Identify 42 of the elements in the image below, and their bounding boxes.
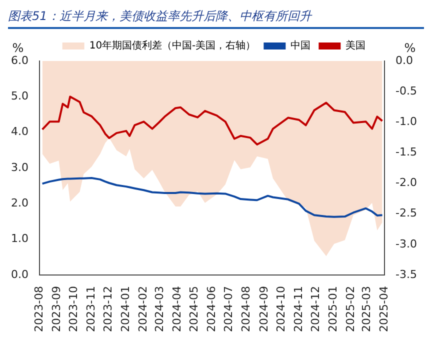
y2-axis-title: %	[404, 41, 416, 56]
x-tick-label: 2024-08	[240, 286, 253, 332]
x-tick-label: 2024-03	[153, 286, 166, 332]
y-axis-title: %	[12, 41, 24, 56]
x-tick-label: 2023-12	[101, 286, 114, 332]
x-tick-label: 2024-06	[205, 286, 218, 332]
x-tick-label: 2024-02	[136, 286, 150, 332]
x-tick-label: 2024-07	[222, 286, 236, 332]
y-tick-label: 0.0	[10, 268, 28, 281]
y-tick-label: 2.0	[10, 196, 28, 210]
x-tick-label: 2024-05	[188, 286, 201, 332]
x-tick-label: 2023-10	[66, 286, 80, 332]
x-tick-label: 2024-11	[292, 286, 305, 332]
legend-label: 中国	[290, 40, 311, 52]
x-tick-label: 2024-01	[119, 286, 132, 332]
x-tick-label: 2024-09	[257, 286, 270, 332]
x-tick-label: 2023-08	[32, 286, 46, 332]
y2-tick-label: -2.0	[396, 176, 418, 190]
x-tick-label: 2023-09	[50, 286, 63, 332]
x-tick-label: 2025-02	[344, 286, 357, 332]
x-tick-label: 2024-04	[170, 286, 184, 332]
y2-tick-label: -0.5	[396, 84, 418, 98]
y-tick-label: 3.0	[10, 160, 28, 174]
y2-tick-label: -3.5	[396, 268, 418, 281]
x-tick-label: 2025-04	[377, 286, 390, 332]
chart-title: 图表51：近半月来，美债收益率先升后降、中枢有所回升	[8, 8, 424, 29]
y2-tick-label: 0.0	[396, 54, 414, 67]
legend-label: 10年期国债利差（中国-美国，右轴）	[89, 40, 256, 52]
y-tick-label: 6.0	[10, 54, 28, 67]
y-tick-label: 1.0	[10, 232, 28, 246]
y-tick-label: 5.0	[10, 90, 28, 103]
x-tick-label: 2025-03	[360, 286, 373, 332]
x-tick-label: 2024-12	[308, 286, 322, 332]
x-tick-label: 2023-11	[84, 286, 98, 332]
x-tick-label: 2024-10	[274, 286, 288, 332]
y2-tick-label: -3.0	[396, 237, 418, 250]
legend-label: 美国	[346, 40, 366, 52]
x-tick-label: 2025-01	[326, 286, 340, 332]
y2-tick-label: -1.0	[396, 115, 418, 128]
y-tick-label: 4.0	[10, 125, 28, 138]
y2-tick-label: -1.5	[396, 146, 418, 159]
y2-tick-label: -2.5	[396, 206, 418, 220]
